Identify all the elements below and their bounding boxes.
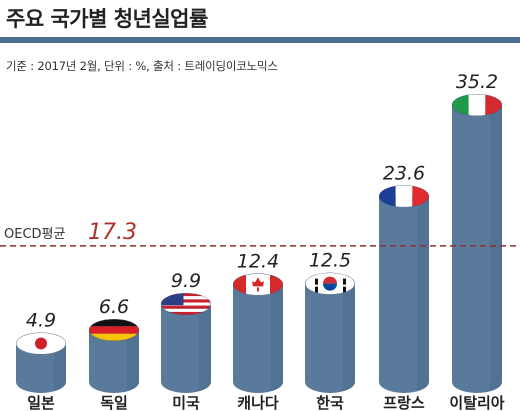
bar-3: 9.9 미국 xyxy=(161,270,211,411)
korea-flag xyxy=(305,272,355,295)
france-flag xyxy=(379,185,429,208)
category-label: 프랑스 xyxy=(383,394,425,411)
chart-subtitle: 기준 : 2017년 2월, 단위 : %, 출처 : 트레이딩이코노믹스 xyxy=(6,59,278,73)
oecd-average-label: OECD평균 xyxy=(4,227,65,242)
bar-shade xyxy=(127,330,139,391)
category-label: 캐나다 xyxy=(237,394,279,411)
oecd-average-value: 17.3 xyxy=(88,220,137,245)
bar-shade xyxy=(271,284,283,391)
value-label: 12.5 xyxy=(309,250,351,272)
bar-shade xyxy=(199,304,211,391)
bar-shade xyxy=(343,283,355,391)
bar-body xyxy=(233,284,283,393)
chart-title: 주요 국가별 청년실업률 xyxy=(6,7,208,31)
bar-4: 12.4 캐나다 xyxy=(233,250,283,411)
category-label: 일본 xyxy=(27,394,55,411)
category-label: 한국 xyxy=(316,394,344,411)
category-label: 독일 xyxy=(100,394,128,411)
value-label: 35.2 xyxy=(456,71,498,93)
value-label: 9.9 xyxy=(171,270,201,292)
germany-flag xyxy=(89,319,139,342)
value-label: 12.4 xyxy=(237,250,279,272)
bar-shade xyxy=(490,105,502,391)
bar-body xyxy=(161,304,211,393)
bars-layer: 4.9 일본 6.6 독일 9.9 미국 12.4 캐나다 12.5 한국 23.6 프랑스 35.2 이… xyxy=(16,71,505,411)
value-label: 6.6 xyxy=(99,296,129,318)
bar-1: 4.9 일본 xyxy=(16,309,66,411)
bar-body xyxy=(89,330,139,393)
value-label: 4.9 xyxy=(26,309,56,331)
bar-5: 12.5 한국 xyxy=(305,250,355,411)
japan-flag xyxy=(16,332,66,355)
bar-7: 35.2 이탈리아 xyxy=(449,71,504,411)
title-rule xyxy=(0,37,520,43)
bar-body xyxy=(16,343,66,393)
bar-body xyxy=(452,105,502,393)
bar-shade xyxy=(417,196,429,391)
bar-6: 23.6 프랑스 xyxy=(379,162,429,411)
category-label: 이탈리아 xyxy=(449,394,504,411)
bar-body xyxy=(305,283,355,393)
value-label: 23.6 xyxy=(383,162,425,184)
bar-shade xyxy=(54,343,66,391)
category-label: 미국 xyxy=(172,394,200,411)
bar-2: 6.6 독일 xyxy=(89,296,139,411)
italy-flag xyxy=(452,94,502,116)
usa-flag xyxy=(161,293,211,316)
canada-flag xyxy=(233,273,283,296)
